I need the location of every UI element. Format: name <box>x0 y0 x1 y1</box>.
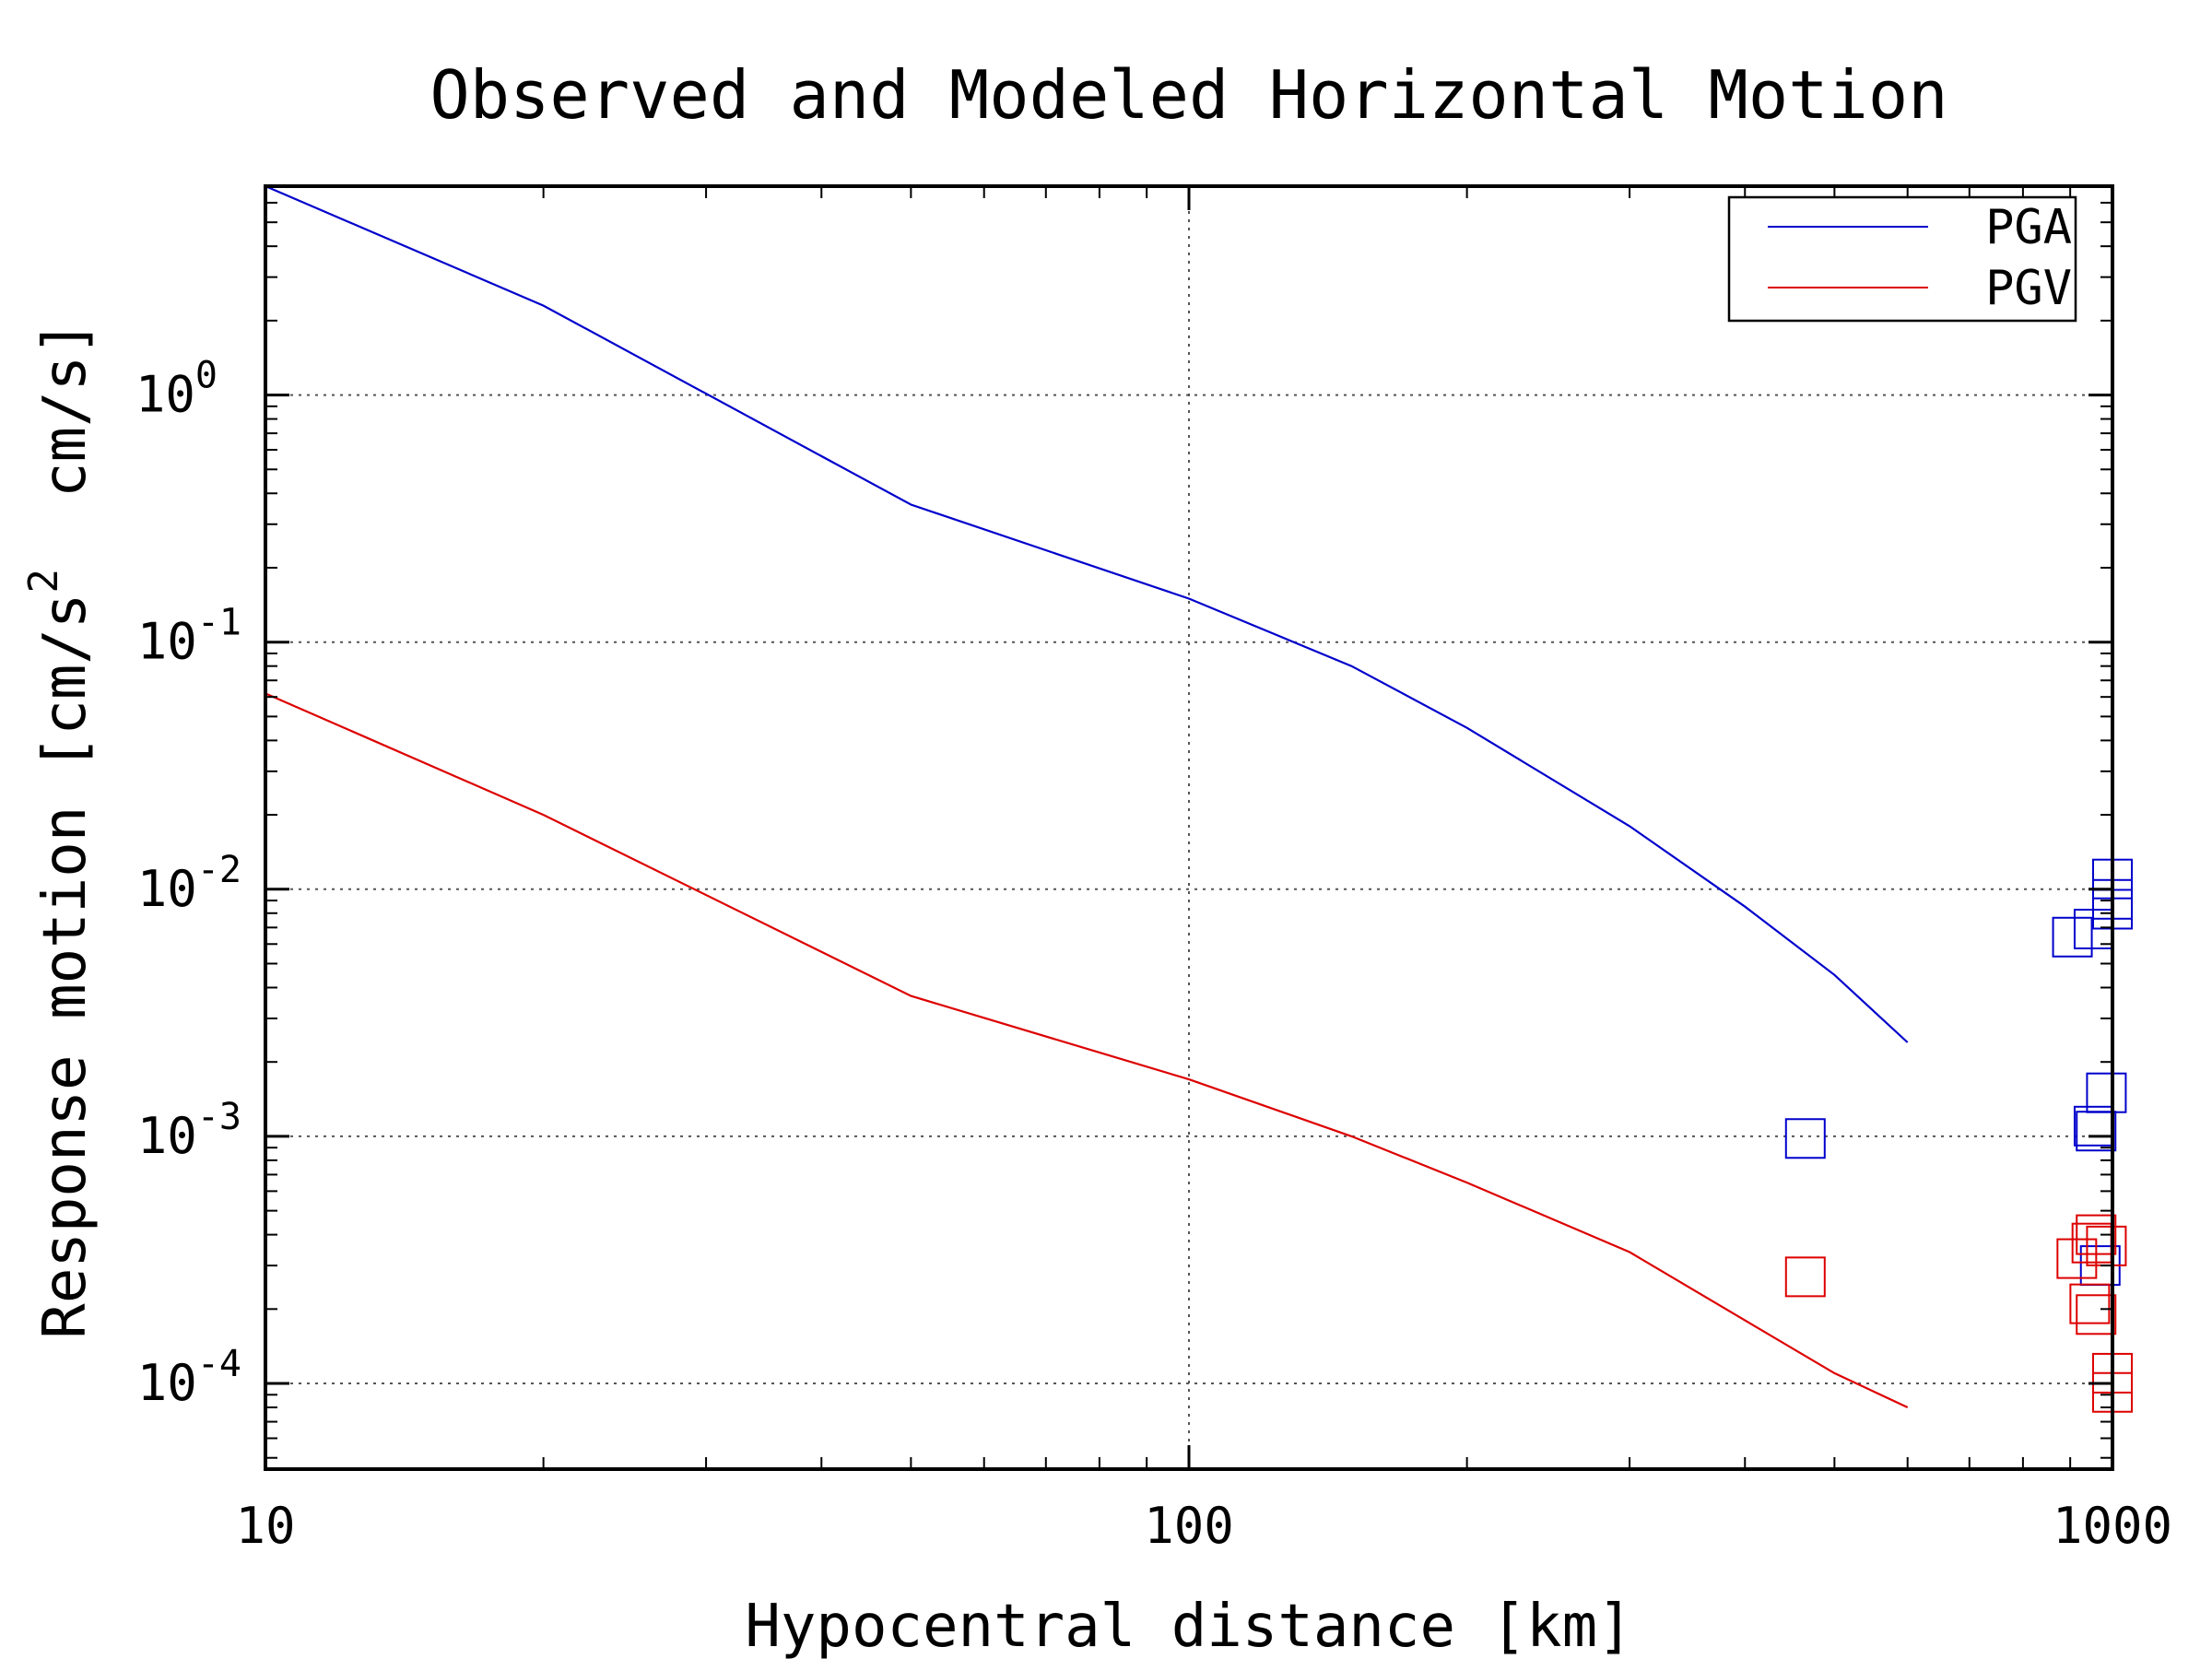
data-point-pga-observed <box>2052 916 2093 958</box>
legend-box <box>1727 195 2077 323</box>
y-tick-label: 10-3 <box>137 1096 241 1165</box>
y-axis-label-main: Response motion [cm/s <box>31 594 100 1339</box>
data-point-pgv-observed <box>2071 1222 2112 1264</box>
data-point-pgv-observed <box>2076 1214 2117 1255</box>
y-axis-label-tail: cm/s] <box>31 320 100 569</box>
x-axis-label: Hypocentral distance [km] <box>745 1593 1632 1659</box>
y-tick-label: 10-4 <box>137 1343 241 1412</box>
x-tick-label: 10 <box>235 1497 295 1555</box>
legend-label-pgv: PGV <box>1985 261 2072 316</box>
legend: PGA PGV <box>1727 195 2077 323</box>
y-tick-label: 10-2 <box>137 849 241 918</box>
series-line-pga <box>265 184 1909 1043</box>
data-point-pgv-observed <box>1784 1256 1826 1298</box>
data-point-pga-observed <box>1784 1118 1826 1159</box>
y-tick-label: 100 <box>135 355 218 424</box>
tick-layer: 10 100 1000 10-4 10-3 10-2 10-1 100 <box>135 185 2172 1555</box>
legend-label-pga: PGA <box>1985 200 2072 255</box>
y-axis-label: Response motion [cm/s2 cm/s] <box>20 320 100 1338</box>
chart-title: Observed and Modeled Horizontal Motion <box>429 56 1947 134</box>
data-point-pgv-observed <box>2069 1283 2111 1324</box>
data-point-pga-observed <box>2076 1111 2117 1152</box>
y-axis-label-sup: 2 <box>20 569 67 594</box>
plot-frame <box>264 184 2114 1471</box>
x-tick-label: 100 <box>1144 1497 1234 1555</box>
series-layer <box>265 184 1909 1408</box>
y-tick-label: 10-1 <box>137 602 241 671</box>
x-tick-label: 1000 <box>2053 1497 2172 1555</box>
data-point-pgv-observed <box>2076 1294 2117 1335</box>
grid-layer <box>265 186 2112 1469</box>
series-line-pgv <box>265 692 1909 1408</box>
